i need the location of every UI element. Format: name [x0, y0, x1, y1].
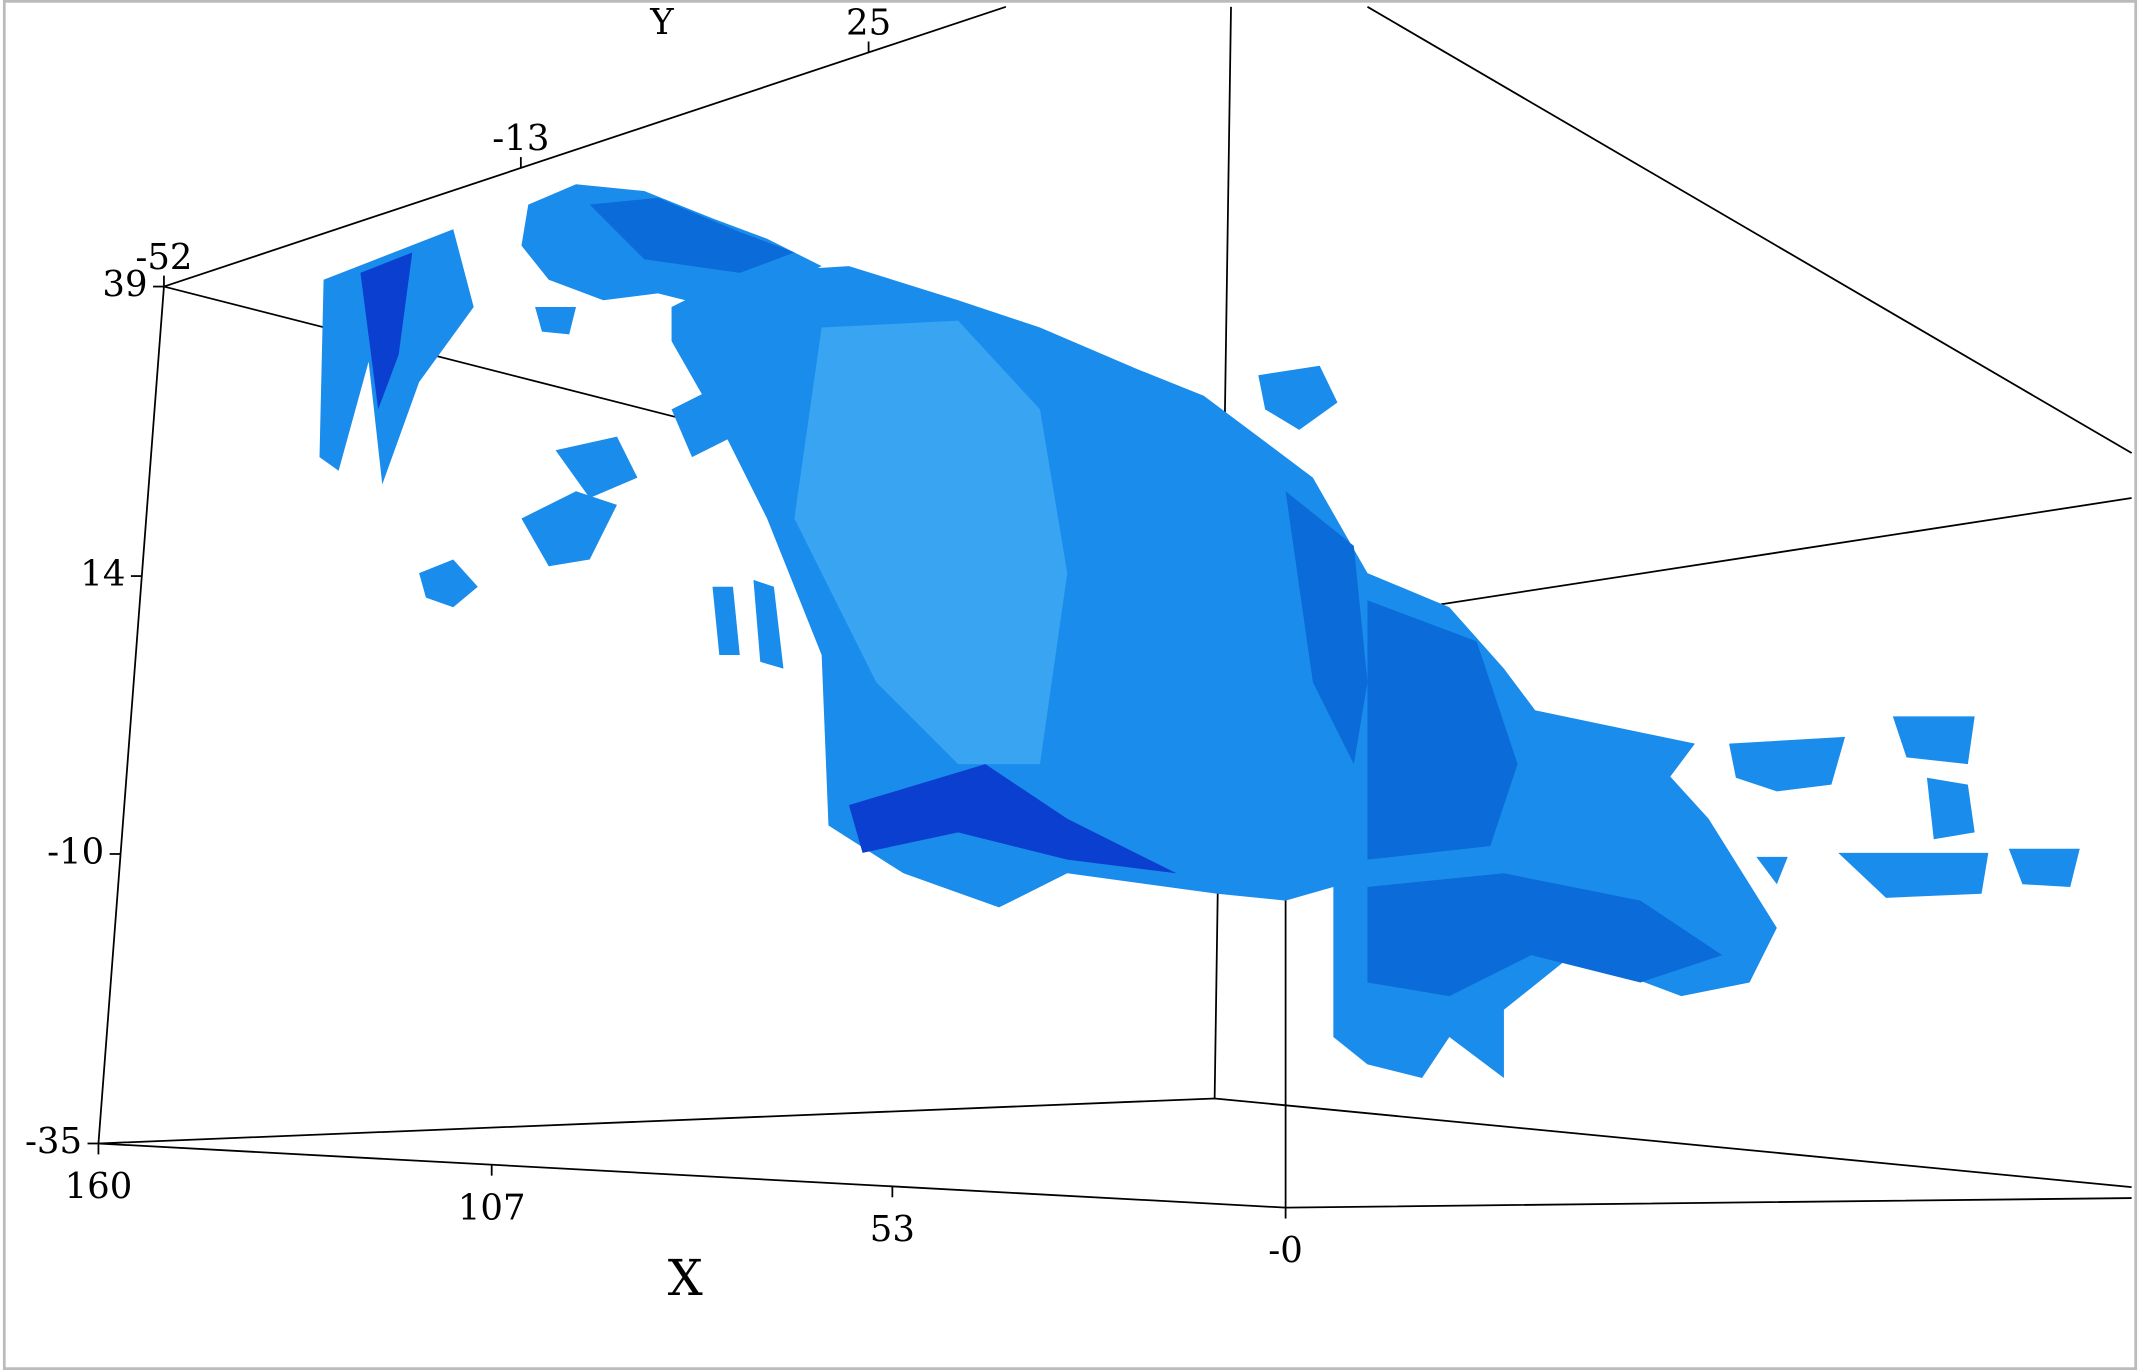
z-tick-label: 39: [102, 264, 147, 305]
y-tick-label: 25: [846, 3, 891, 44]
isosurface: [319, 184, 2080, 1078]
y-tick-label: -52: [135, 237, 192, 278]
z-tick-label: -10: [47, 831, 104, 872]
x-tick-label: -0: [1268, 1230, 1303, 1271]
x-tick-label: 107: [458, 1187, 526, 1228]
y-tick-label: -13: [492, 118, 549, 159]
z-tick-label: -35: [25, 1121, 82, 1162]
x-tick-label: 160: [65, 1166, 133, 1207]
x-axis-label: X: [668, 1249, 703, 1307]
x-tick-label: 53: [870, 1209, 915, 1250]
bounding-box: [97, 5, 2133, 1209]
z-tick-label: 14: [80, 554, 125, 595]
y-axis-label: Y: [649, 2, 674, 43]
